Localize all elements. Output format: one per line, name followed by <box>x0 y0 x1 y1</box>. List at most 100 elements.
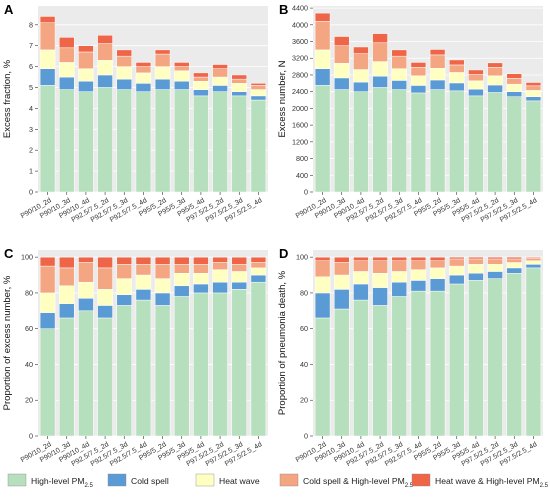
bar-segment <box>410 280 427 292</box>
bar-segment <box>78 256 94 263</box>
bar-segment <box>154 278 171 294</box>
bar-segment <box>487 258 503 265</box>
bar-segment <box>212 269 228 283</box>
bar-segment <box>154 305 171 437</box>
bar-segment <box>174 66 190 72</box>
bar-segment <box>212 281 228 294</box>
bar-segment <box>78 68 94 82</box>
legend-label-text: High-level PM <box>31 476 85 486</box>
bar-segment <box>410 92 427 193</box>
bar-segment <box>468 95 484 193</box>
bar-segment <box>97 60 113 76</box>
bar-segment <box>410 260 427 270</box>
bar-segment <box>193 264 209 274</box>
bar-segment <box>334 36 350 46</box>
bar-segment <box>506 262 522 269</box>
legend-label-text: Heat wave & High-level PM <box>435 476 540 486</box>
bar-segment <box>334 89 350 193</box>
bar-segment <box>449 283 465 437</box>
bar-segment <box>353 299 369 437</box>
bar-segment <box>59 267 75 287</box>
y-tick-label: 6 <box>29 62 33 71</box>
bar-segment <box>525 96 542 102</box>
bar-segment <box>468 256 484 260</box>
y-axis-label: Excess fraction, % <box>2 59 13 138</box>
y-tick-label: 8 <box>29 20 33 29</box>
bar-segment <box>334 308 350 437</box>
bar-segment <box>39 256 56 267</box>
bar-segment <box>116 264 132 279</box>
bar-segment <box>449 82 465 92</box>
legend-swatch <box>7 473 27 487</box>
bar-segment <box>193 273 209 285</box>
bar-segment <box>410 269 427 281</box>
panel-b: 0 400 800 1200 1600 2000 2400 2800 3200 3600 4000 4… <box>277 2 543 224</box>
legend-label-text: Cold spell <box>131 476 169 486</box>
bar-segment <box>250 267 267 276</box>
bar-segment <box>231 264 247 272</box>
legend-label-subscript: 2.5 <box>540 483 549 489</box>
bar-segment <box>506 96 522 193</box>
y-tick-label: 1200 <box>292 137 308 146</box>
bar-segment <box>487 75 503 86</box>
bar-segment <box>449 256 465 260</box>
y-tick-label: 4400 <box>292 4 308 13</box>
bar-segment <box>353 46 369 54</box>
bar-segment <box>468 273 484 281</box>
bar-segment <box>449 59 465 66</box>
bar-segment <box>487 264 503 272</box>
bar-segment <box>135 83 152 92</box>
bar-segment <box>59 303 75 319</box>
bar-segment <box>250 256 267 263</box>
bar-segment <box>353 91 369 193</box>
panel-letter: B <box>279 2 288 17</box>
bar-segment <box>212 262 228 270</box>
plot-background <box>313 250 543 436</box>
legend-label-text: Cold spell & High-level PM <box>303 476 405 486</box>
bar-segment <box>39 328 56 437</box>
bar-segment <box>250 274 267 283</box>
bar-segment <box>135 274 152 290</box>
bar-segment <box>449 258 465 267</box>
bar-segment <box>506 91 522 97</box>
bar-segment <box>154 53 171 67</box>
y-tick-label: 3 <box>29 125 33 134</box>
bar-segment <box>250 99 267 193</box>
y-tick-label: 400 <box>296 171 308 180</box>
panel-letter: C <box>4 246 14 261</box>
bar-segment <box>154 264 171 279</box>
bar-segment <box>116 89 132 193</box>
bar-segment <box>429 256 446 261</box>
bar-segment <box>468 280 484 437</box>
bar-segment <box>449 90 465 193</box>
bar-segment <box>429 290 446 437</box>
bar-segment <box>525 82 542 87</box>
bar-segment <box>59 285 75 304</box>
bar-segment <box>353 271 369 285</box>
bar-segment <box>78 51 94 69</box>
bar-segment <box>59 62 75 78</box>
y-tick-label: 4 <box>29 104 33 113</box>
bar-segment <box>334 77 350 90</box>
panel-letter: A <box>4 2 14 17</box>
bar-segment <box>506 83 522 92</box>
bar-segment <box>97 305 113 319</box>
y-tick-label: 2400 <box>292 87 308 96</box>
bar-segment <box>97 35 113 44</box>
bar-segment <box>231 289 247 437</box>
y-tick-label: 20 <box>300 396 308 405</box>
bar-segment <box>39 49 56 69</box>
bar-segment <box>193 76 209 82</box>
bar-segment <box>231 271 247 283</box>
bar-segment <box>97 43 113 61</box>
bar-segment <box>231 78 247 84</box>
bar-segment <box>314 12 331 22</box>
bar-segment <box>506 78 522 85</box>
bar-segment <box>506 258 522 263</box>
bar-segment <box>59 317 75 437</box>
bar-segment <box>314 276 331 294</box>
bar-segment <box>449 265 465 276</box>
bar-segment <box>116 55 132 67</box>
bar-segment <box>449 274 465 285</box>
